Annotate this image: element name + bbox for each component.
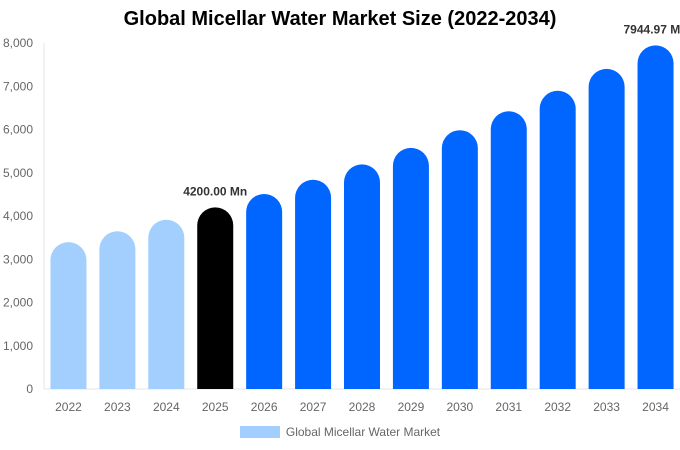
x-tick-label: 2023 xyxy=(104,400,131,414)
x-tick-label: 2026 xyxy=(251,400,278,414)
x-tick-label: 2031 xyxy=(495,400,522,414)
x-tick-label: 2034 xyxy=(642,400,669,414)
data-label: 4200.00 Mn xyxy=(183,184,247,198)
x-tick-label: 2027 xyxy=(300,400,327,414)
bar-2024 xyxy=(148,219,185,389)
y-tick-label: 0 xyxy=(26,382,33,396)
x-tick-label: 2022 xyxy=(55,400,82,414)
bar-2028 xyxy=(344,164,380,389)
bar-2029 xyxy=(392,147,429,389)
x-tick-label: 2030 xyxy=(446,400,473,414)
bar-2027 xyxy=(295,179,332,389)
bar-2030 xyxy=(441,130,478,389)
legend-swatch xyxy=(239,426,280,438)
y-tick-label: 3,000 xyxy=(3,252,33,266)
y-tick-label: 8,000 xyxy=(3,36,33,50)
bar-2031 xyxy=(490,111,527,389)
bar-2025 xyxy=(197,207,234,389)
y-tick-label: 2,000 xyxy=(3,296,33,310)
bar-2022 xyxy=(50,242,87,389)
x-tick-label: 2024 xyxy=(153,400,180,414)
x-tick-label: 2032 xyxy=(544,400,571,414)
chart-title: Global Micellar Water Market Size (2022-… xyxy=(123,8,557,30)
x-tick-label: 2028 xyxy=(349,400,376,414)
bar-2034 xyxy=(637,45,674,390)
legend-label: Global Micellar Water Market xyxy=(285,425,441,439)
data-label: 7944.97 Mn xyxy=(624,22,680,36)
x-tick-label: 2033 xyxy=(593,400,620,414)
y-tick-label: 4,000 xyxy=(3,209,33,223)
y-tick-label: 5,000 xyxy=(3,166,33,180)
x-tick-label: 2025 xyxy=(202,400,229,414)
bar-2032 xyxy=(539,90,576,389)
y-tick-label: 1,000 xyxy=(3,339,33,353)
bar-2026 xyxy=(246,194,283,389)
legend[interactable]: Global Micellar Water Market xyxy=(0,425,680,439)
y-tick-label: 7,000 xyxy=(3,79,33,93)
bar-2023 xyxy=(99,231,136,389)
x-tick-label: 2029 xyxy=(398,400,425,414)
y-tick-label: 6,000 xyxy=(3,123,33,137)
bar-2033 xyxy=(588,68,625,390)
